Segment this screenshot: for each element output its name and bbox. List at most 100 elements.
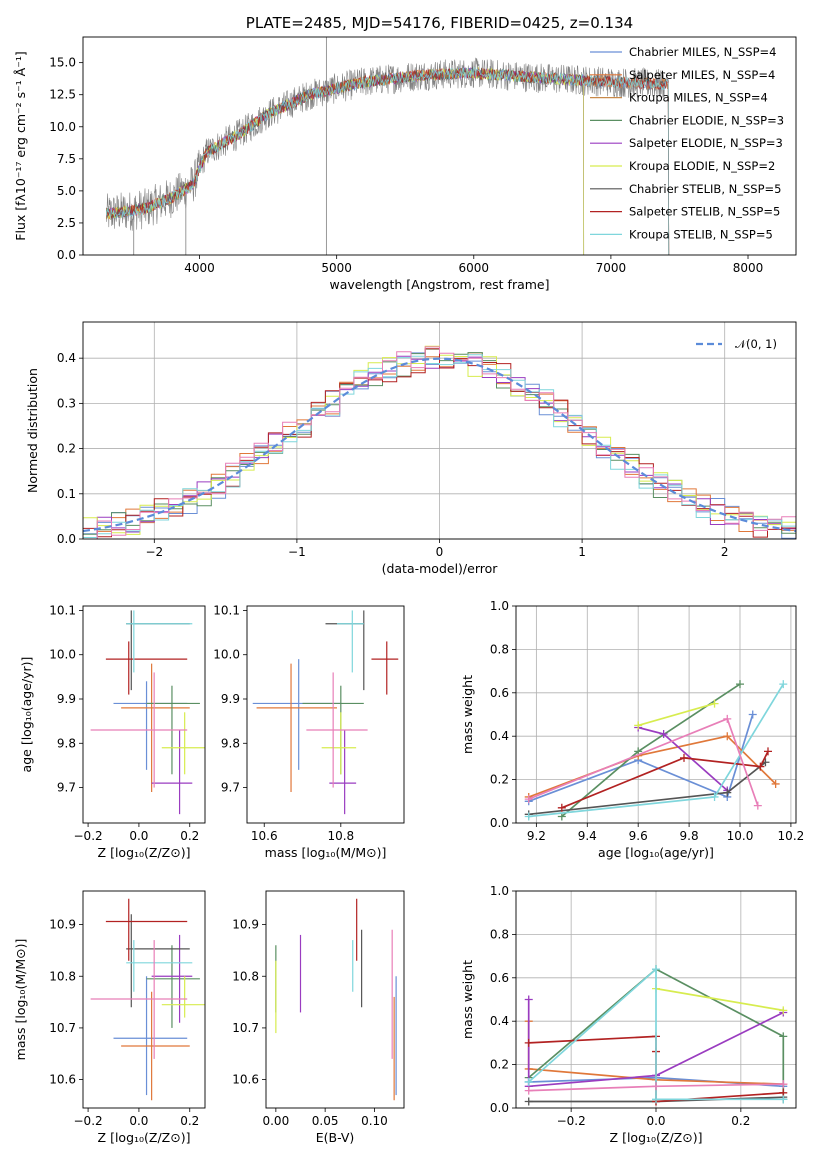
axes-frame	[246, 605, 405, 824]
weight-marker	[652, 1095, 660, 1104]
x-tick-label: 8000	[733, 261, 764, 275]
x-tick-label: 9.6	[629, 829, 648, 843]
weight-marker	[756, 762, 765, 771]
x-tick-label: −0.2	[74, 829, 103, 843]
x-tick-label: 0.2	[180, 1114, 199, 1128]
weight-marker	[753, 801, 762, 810]
y-tick-label: 9.7	[57, 781, 76, 795]
y-tick-label: 1.0	[490, 884, 509, 898]
weight-marker	[652, 1082, 660, 1091]
weight-marker	[524, 1077, 533, 1086]
y-tick-label: 12.5	[49, 88, 76, 102]
x-tick-label: 0.00	[262, 1114, 289, 1128]
error-bars	[275, 898, 397, 1101]
weight-marker	[723, 714, 732, 723]
y-tick-label: 9.8	[221, 736, 240, 750]
x-axis-label: Z [log₁₀(Z/Z⊙)]	[610, 1130, 703, 1145]
weight-marker	[524, 1097, 533, 1106]
x-tick-label: 10.2	[778, 829, 805, 843]
x-tick-label: 1	[578, 545, 586, 559]
residual-histogram	[83, 354, 796, 538]
y-tick-label: 10.8	[232, 969, 259, 983]
x-tick-label: 9.8	[680, 829, 699, 843]
y-tick-label: 9.9	[57, 692, 76, 706]
axes-frame	[82, 605, 206, 824]
y-tick-label: 10.0	[49, 648, 76, 662]
panel-8: −0.2 0.0 0.2 0.0 0.2 0.4 0.6 0.8 1.0 Z [log₁₀(Z/Z…	[460, 884, 797, 1145]
model-spectrum	[105, 67, 670, 255]
y-tick-label: 0.2	[57, 442, 76, 456]
model-spectrum	[105, 66, 670, 255]
weight-marker	[710, 699, 719, 708]
legend-entry: Chabrier ELODIE, N_SSP=3	[629, 113, 784, 127]
y-tick-label: 10.7	[49, 1021, 76, 1035]
x-axis-label: age [log₁₀(age/yr)]	[598, 845, 714, 860]
y-tick-label: 10.0	[49, 120, 76, 134]
weight-marker	[680, 753, 688, 762]
x-tick-label: 6000	[459, 261, 490, 275]
panel-7: 0.00 0.05 0.10 10.6 10.7 10.8 10.9 E(B-V)	[232, 890, 405, 1145]
weight-line	[528, 968, 785, 1100]
y-tick-label: 10.6	[232, 1073, 259, 1087]
legend-entry: Salpeter ELODIE, N_SSP=3	[629, 136, 783, 150]
x-tick-label: 0.0	[646, 1114, 665, 1128]
weight-lines	[524, 680, 788, 821]
weight-marker	[524, 1086, 533, 1095]
model-spectrum	[105, 66, 670, 255]
x-tick-label: 9.2	[527, 829, 546, 843]
x-tick-label: 7000	[596, 261, 627, 275]
legend-entry: Chabrier MILES, N_SSP=4	[629, 45, 776, 59]
weight-lines	[524, 965, 788, 1106]
weight-line	[655, 987, 784, 1012]
model-spectrum	[105, 66, 585, 255]
histograms	[83, 345, 796, 539]
y-tick-label: 0.0	[490, 1101, 509, 1115]
y-tick-label: 10.1	[213, 603, 240, 617]
y-axis-label: Normed distribution	[25, 368, 40, 493]
weight-marker	[779, 1080, 788, 1089]
model-spectrum	[105, 67, 670, 255]
chart-title: PLATE=2485, MJD=54176, FIBERID=0425, z=0…	[246, 14, 633, 32]
weight-marker	[524, 1038, 533, 1047]
model-spectrum	[105, 68, 670, 255]
spectrum-lines	[105, 37, 670, 255]
weight-marker	[524, 812, 533, 821]
x-tick-label: −0.2	[557, 1114, 586, 1128]
y-tick-label: 0.1	[57, 487, 76, 501]
weight-line	[528, 967, 784, 1101]
weight-marker	[524, 795, 533, 804]
x-axis-label: E(B-V)	[316, 1130, 355, 1145]
panel-4: 10.6 10.8 9.7 9.8 9.9 10.0 10.1 mass [log₁₀(M/M…	[213, 603, 405, 860]
weight-marker	[779, 1032, 788, 1041]
y-tick-label: 0.0	[57, 532, 76, 546]
x-tick-label: 0.2	[731, 1114, 750, 1128]
y-tick-label: 0.2	[490, 773, 509, 787]
y-tick-label: 0.8	[490, 927, 509, 941]
y-tick-label: 10.8	[49, 969, 76, 983]
panel-6: −0.2 0.0 0.2 10.6 10.7 10.8 10.9 Z [log₁₀(Z/Z⊙)…	[13, 890, 206, 1145]
y-tick-label: 2.5	[57, 216, 76, 230]
x-tick-label: 0.10	[361, 1114, 388, 1128]
y-axis-label: mass weight	[460, 960, 475, 1039]
gaussian-curve	[83, 357, 796, 533]
weight-marker	[524, 995, 533, 1004]
y-axis-label: mass weight	[460, 675, 475, 754]
weight-marker	[736, 680, 744, 689]
y-tick-label: 5.0	[57, 184, 76, 198]
weight-marker	[771, 779, 780, 788]
legend-entry: Kroupa MILES, N_SSP=4	[629, 91, 768, 105]
residual-histogram	[83, 346, 796, 539]
weight-marker	[779, 1006, 788, 1015]
axes-frame	[515, 890, 797, 1109]
weight-marker	[779, 1095, 788, 1104]
axes-frame	[82, 321, 797, 540]
weight-marker	[723, 788, 732, 797]
x-axis-label: wavelength [Angstrom, rest frame]	[329, 277, 549, 292]
weight-marker	[764, 747, 772, 756]
x-tick-label: 0.05	[312, 1114, 339, 1128]
legend-entry: Salpeter STELIB, N_SSP=5	[629, 205, 780, 219]
weight-line	[637, 702, 715, 727]
model-spectrum	[105, 67, 585, 255]
weight-marker	[634, 721, 643, 730]
y-tick-label: 0.0	[57, 248, 76, 262]
